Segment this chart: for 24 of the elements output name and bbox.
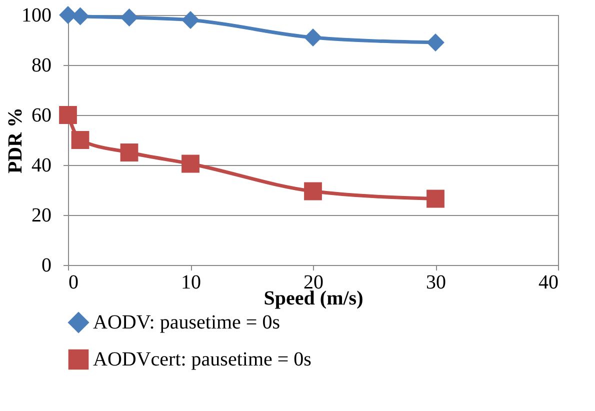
point bbox=[304, 28, 322, 46]
point bbox=[426, 190, 444, 208]
point bbox=[59, 106, 77, 124]
point bbox=[120, 144, 138, 162]
point bbox=[426, 34, 444, 52]
y-tick-label: 80 bbox=[32, 54, 52, 76]
x-tick-label: 10 bbox=[181, 272, 201, 294]
point bbox=[120, 8, 138, 26]
point bbox=[182, 154, 200, 173]
y-tick-label: 40 bbox=[32, 154, 52, 176]
legend-label: AODVcert: pausetime = 0s bbox=[93, 348, 312, 370]
y-tick-label: 0 bbox=[42, 254, 52, 276]
legend-label: AODV: pausetime = 0s bbox=[93, 312, 280, 334]
y-axis-title: PDR % bbox=[4, 107, 26, 174]
x-tick-label: 0 bbox=[68, 272, 78, 294]
y-tick-label: 20 bbox=[32, 204, 52, 226]
point bbox=[182, 11, 200, 29]
y-tick-label: 100 bbox=[22, 4, 52, 26]
y-tick-label: 60 bbox=[32, 104, 52, 126]
point bbox=[71, 131, 90, 149]
x-tick-label: 40 bbox=[538, 272, 558, 294]
point bbox=[304, 182, 322, 200]
point bbox=[59, 6, 77, 24]
x-tick-label: 30 bbox=[426, 272, 446, 294]
